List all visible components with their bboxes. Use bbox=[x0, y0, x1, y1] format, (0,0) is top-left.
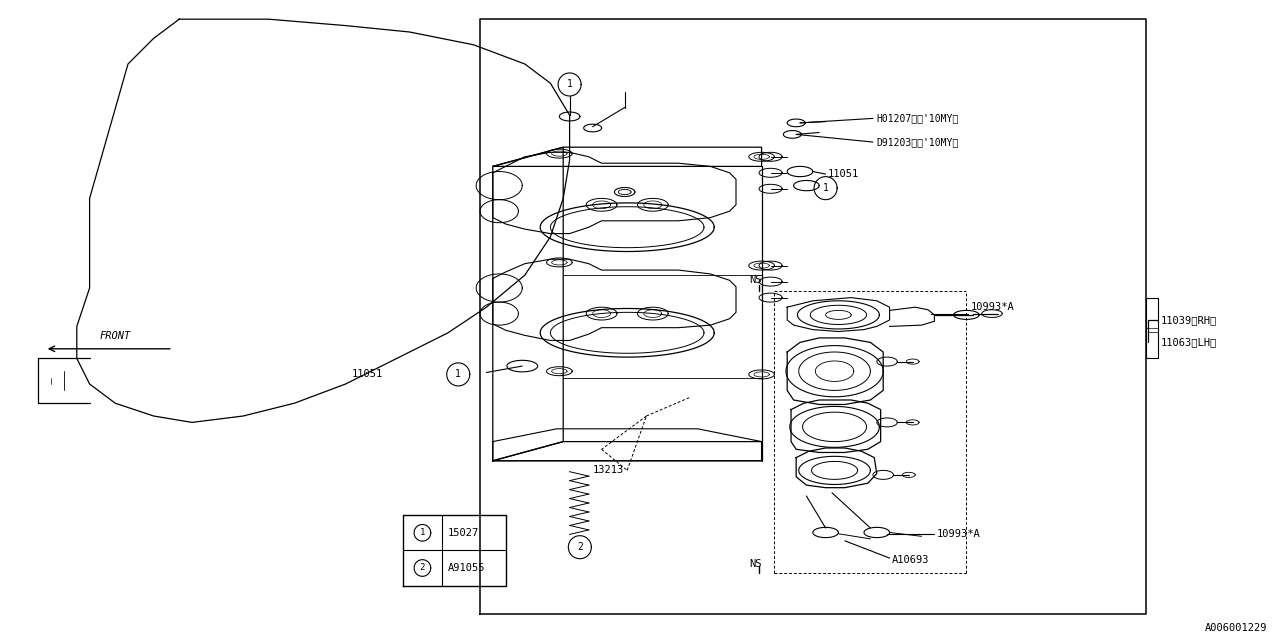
Text: 10993*A: 10993*A bbox=[937, 529, 980, 540]
Text: FRONT: FRONT bbox=[100, 331, 131, 341]
Text: 11063〈LH〉: 11063〈LH〉 bbox=[1161, 337, 1217, 348]
Text: 1: 1 bbox=[456, 369, 461, 380]
Text: 10993*A: 10993*A bbox=[970, 302, 1014, 312]
Text: 2: 2 bbox=[577, 542, 582, 552]
Text: 11039〈RH〉: 11039〈RH〉 bbox=[1161, 315, 1217, 325]
Text: 1: 1 bbox=[420, 528, 425, 538]
Text: D91203（－'10MY）: D91203（－'10MY） bbox=[877, 137, 959, 147]
Text: A10693: A10693 bbox=[892, 555, 929, 565]
Text: NS: NS bbox=[749, 275, 762, 285]
Text: 11051: 11051 bbox=[828, 169, 859, 179]
Text: A91055: A91055 bbox=[448, 563, 485, 573]
Text: A006001229: A006001229 bbox=[1204, 623, 1267, 634]
Text: 2: 2 bbox=[420, 563, 425, 573]
Text: NS: NS bbox=[749, 559, 762, 570]
Text: 1: 1 bbox=[567, 79, 572, 90]
Text: 11051: 11051 bbox=[352, 369, 383, 380]
Text: 1: 1 bbox=[823, 183, 828, 193]
Text: 13213: 13213 bbox=[593, 465, 623, 476]
Text: 15027: 15027 bbox=[448, 528, 479, 538]
Text: H01207（－'10MY）: H01207（－'10MY） bbox=[877, 113, 959, 124]
